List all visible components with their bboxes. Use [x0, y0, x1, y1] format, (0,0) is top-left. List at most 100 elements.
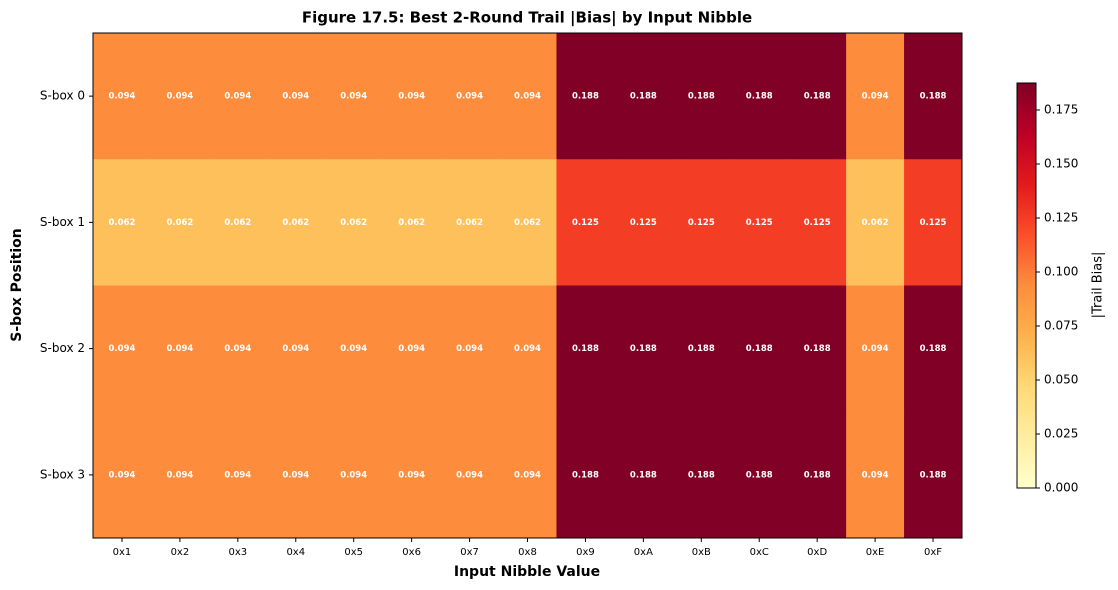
heatmap-cell: [730, 33, 789, 160]
colorbar-tick-label: 0.000: [1044, 481, 1078, 495]
heatmap-cell: [556, 411, 615, 539]
cell-label: 0.062: [109, 218, 136, 228]
heatmap-cell: [382, 411, 442, 539]
heatmap-cell: [904, 411, 963, 539]
heatmap-cell: [266, 285, 326, 413]
cell-label: 0.188: [688, 470, 715, 480]
cell-label: 0.188: [572, 344, 599, 354]
heatmap-cell: [93, 285, 152, 413]
cell-label: 0.062: [456, 218, 483, 228]
heatmap-cell: [440, 285, 500, 413]
heatmap-cell: [846, 159, 905, 286]
y-tick-label: S-box 1: [40, 215, 85, 229]
heatmap-cell: [150, 285, 210, 413]
heatmap-cell: [208, 33, 268, 160]
cell-label: 0.094: [282, 470, 309, 480]
x-tick-label: 0xE: [866, 547, 885, 558]
x-tick-label: 0x6: [402, 547, 421, 558]
heatmap-cell: [150, 159, 210, 286]
x-tick-label: 0x5: [344, 547, 363, 558]
cell-label: 0.188: [746, 470, 773, 480]
cell-label: 0.125: [688, 218, 715, 228]
heatmap-cell: [498, 33, 557, 160]
heatmap-cell: [498, 159, 557, 286]
cell-label: 0.062: [166, 218, 193, 228]
heatmap-cell: [788, 285, 847, 413]
heatmap-cell: [266, 159, 326, 286]
cell-label: 0.094: [398, 344, 425, 354]
heatmap-cell: [208, 159, 268, 286]
cell-label: 0.188: [630, 92, 657, 102]
heatmap-cell: [672, 411, 731, 539]
heatmap-cell: [556, 33, 615, 160]
heatmap-cell: [208, 411, 268, 539]
y-axis-label: S-box Position: [9, 228, 25, 342]
heatmap-cell: [556, 285, 615, 413]
cell-label: 0.094: [282, 92, 309, 102]
heatmap-cell: [440, 411, 500, 539]
cell-label: 0.094: [282, 344, 309, 354]
cell-label: 0.188: [920, 470, 947, 480]
heatmap-cell: [904, 159, 963, 286]
heatmap-cell: [93, 411, 152, 539]
cell-label: 0.094: [340, 470, 367, 480]
heatmap-cell: [730, 159, 789, 286]
chart-title: Figure 17.5: Best 2-Round Trail |Bias| b…: [302, 9, 752, 28]
cell-label: 0.125: [746, 218, 773, 228]
heatmap-cell: [324, 411, 384, 539]
cell-label: 0.094: [340, 344, 367, 354]
heatmap-cell: [788, 33, 847, 160]
x-tick-label: 0xB: [692, 547, 711, 558]
cell-label: 0.188: [630, 470, 657, 480]
x-tick-label: 0x1: [113, 547, 132, 558]
cell-label: 0.094: [514, 92, 541, 102]
cell-label: 0.188: [746, 344, 773, 354]
cell-label: 0.094: [398, 92, 425, 102]
cell-label: 0.094: [109, 470, 136, 480]
cell-label: 0.094: [109, 344, 136, 354]
heatmap-cell: [730, 285, 789, 413]
cell-label: 0.094: [398, 470, 425, 480]
heatmap-cell: [150, 33, 210, 160]
colorbar-tick-label: 0.125: [1044, 211, 1078, 225]
x-tick-label: 0x3: [229, 547, 248, 558]
heatmap-cell: [556, 159, 615, 286]
heatmap-cell: [498, 411, 557, 539]
heatmap-cell: [846, 33, 905, 160]
x-tick-label: 0x4: [286, 547, 305, 558]
y-tick-label: S-box 2: [40, 341, 85, 355]
cell-label: 0.062: [224, 218, 251, 228]
cell-label: 0.094: [166, 344, 193, 354]
heatmap-cell: [672, 33, 731, 160]
heatmap-cell: [614, 159, 673, 286]
cell-label: 0.188: [746, 92, 773, 102]
cell-label: 0.188: [920, 344, 947, 354]
x-tick-label: 0xF: [924, 547, 942, 558]
x-tick-label: 0xD: [807, 547, 827, 558]
colorbar-tick-label: 0.175: [1044, 103, 1078, 117]
cell-label: 0.188: [804, 344, 831, 354]
x-tick-label: 0xC: [750, 547, 769, 558]
heatmap-cell: [904, 33, 963, 160]
cell-label: 0.188: [572, 92, 599, 102]
cell-label: 0.188: [804, 92, 831, 102]
colorbar-tick-label: 0.075: [1044, 319, 1078, 333]
heatmap-cell: [440, 33, 500, 160]
cell-label: 0.094: [862, 470, 889, 480]
cell-label: 0.188: [572, 470, 599, 480]
heatmap-cell: [846, 411, 905, 539]
x-axis-label: Input Nibble Value: [454, 564, 600, 580]
colorbar-tick-label: 0.150: [1044, 157, 1078, 171]
cell-label: 0.094: [514, 344, 541, 354]
heatmap-cell: [730, 411, 789, 539]
heatmap-cell: [846, 285, 905, 413]
cell-label: 0.062: [514, 218, 541, 228]
heatmap-cell: [382, 33, 442, 160]
x-tick-label: 0x9: [576, 547, 595, 558]
cell-label: 0.094: [862, 344, 889, 354]
cell-label: 0.094: [340, 92, 367, 102]
heatmap-cell: [324, 159, 384, 286]
heatmap-cell: [614, 411, 673, 539]
x-tick-label: 0x7: [460, 547, 479, 558]
